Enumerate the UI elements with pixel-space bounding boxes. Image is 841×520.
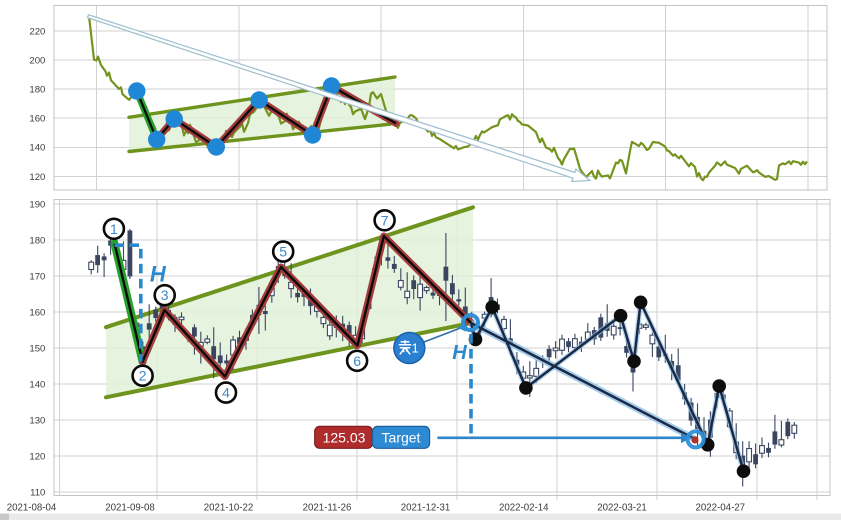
svg-text:4: 4 [222, 385, 230, 401]
svg-text:H: H [150, 262, 167, 287]
svg-text:5: 5 [279, 244, 287, 260]
svg-text:2022-04-27: 2022-04-27 [696, 503, 746, 514]
svg-text:110: 110 [30, 487, 45, 498]
svg-text:2022-03-21: 2022-03-21 [597, 503, 647, 514]
svg-text:Target: Target [382, 430, 421, 446]
svg-text:2022-02-14: 2022-02-14 [499, 503, 549, 514]
svg-text:140: 140 [29, 143, 45, 154]
svg-text:2021-12-31: 2021-12-31 [401, 503, 451, 514]
svg-text:160: 160 [29, 308, 45, 319]
svg-text:140: 140 [29, 379, 45, 390]
svg-text:130: 130 [29, 415, 45, 426]
svg-text:2021-09-08: 2021-09-08 [105, 503, 155, 514]
svg-text:120: 120 [29, 172, 45, 183]
svg-text:1: 1 [110, 221, 118, 237]
svg-text:170: 170 [29, 272, 45, 283]
svg-text:3: 3 [161, 287, 169, 303]
svg-text:190: 190 [29, 200, 45, 211]
svg-text:180: 180 [29, 85, 45, 96]
svg-text:6: 6 [353, 353, 361, 369]
svg-text:2021-08-04: 2021-08-04 [7, 503, 57, 514]
svg-text:150: 150 [29, 344, 45, 355]
svg-text:2: 2 [139, 368, 147, 384]
svg-text:220: 220 [29, 26, 45, 37]
svg-text:2021-11-26: 2021-11-26 [303, 503, 352, 514]
svg-text:180: 180 [29, 236, 45, 247]
svg-text:7: 7 [381, 212, 389, 228]
svg-text:200: 200 [29, 55, 45, 66]
svg-text:120: 120 [29, 451, 45, 462]
svg-text:160: 160 [29, 114, 45, 125]
svg-text:125.03: 125.03 [323, 430, 366, 446]
svg-text:2021-10-22: 2021-10-22 [204, 503, 254, 514]
svg-text:H: H [452, 342, 467, 364]
svg-text:1: 1 [412, 340, 419, 355]
